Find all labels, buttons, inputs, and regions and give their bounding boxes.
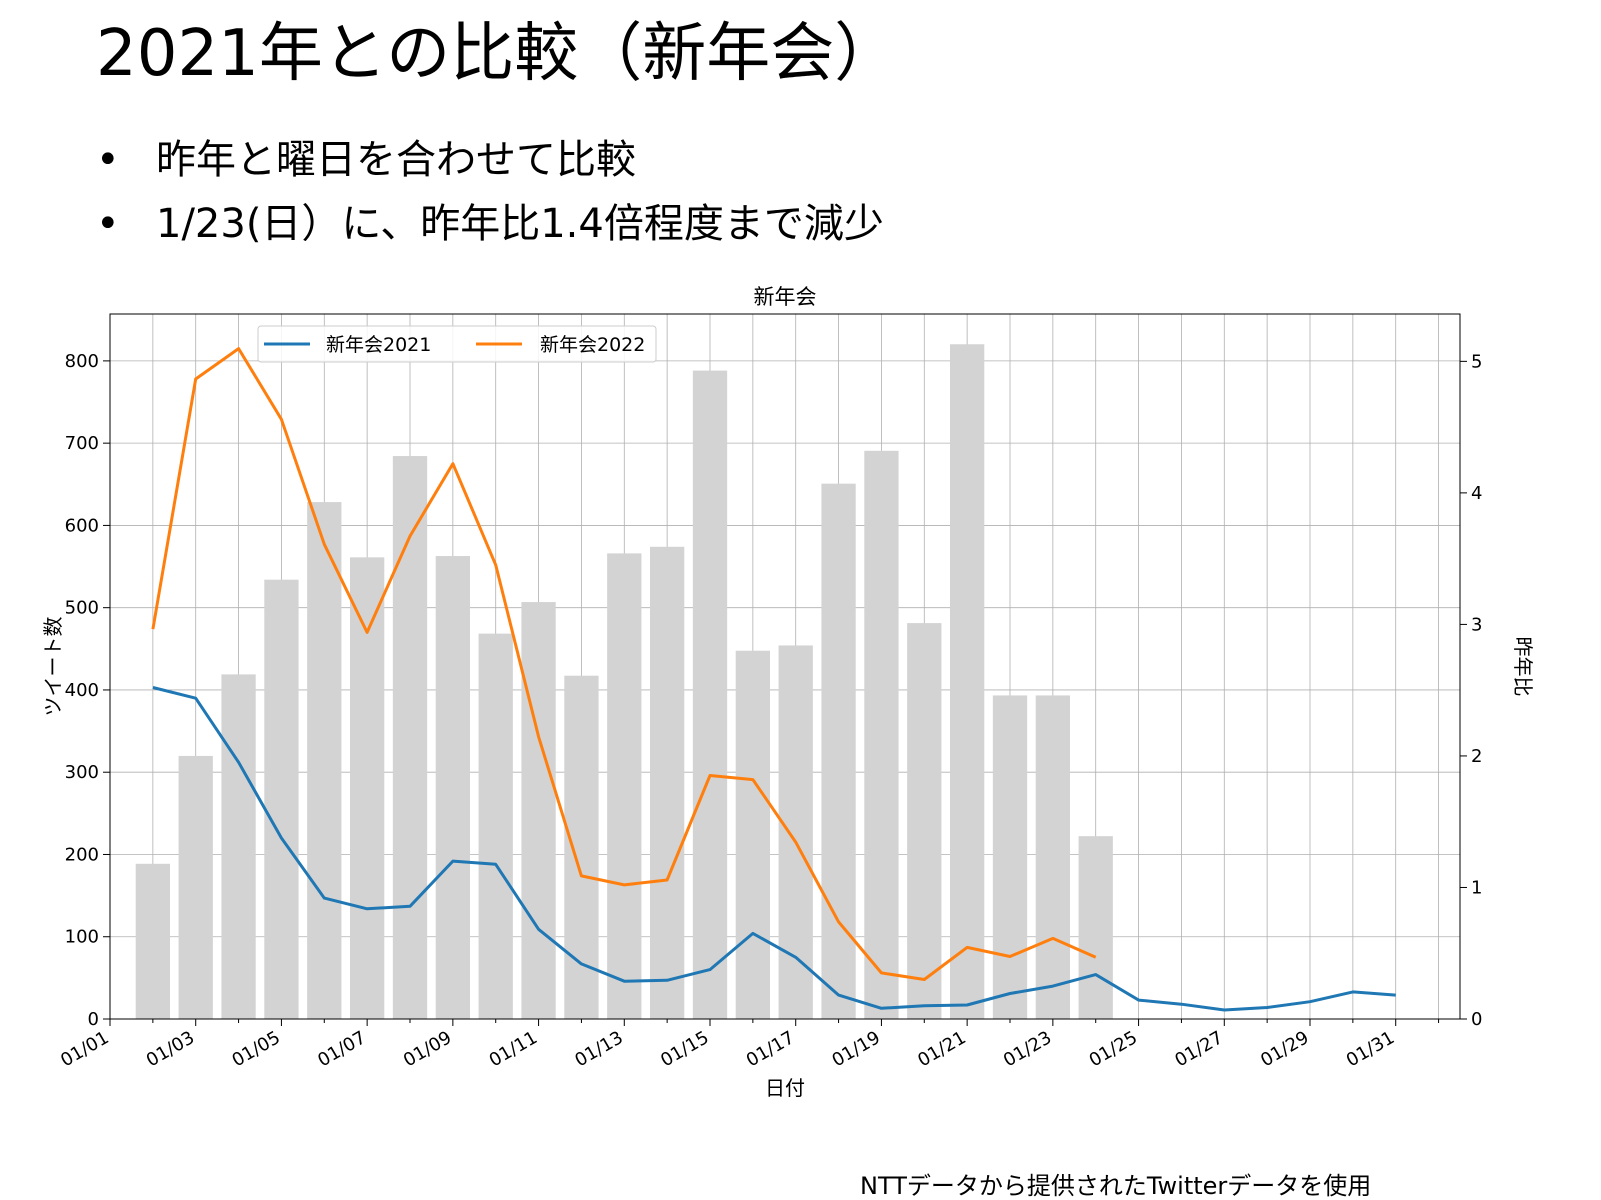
ratio-bar	[478, 633, 513, 1019]
y-tick-label: 400	[65, 680, 99, 701]
ratio-bar	[692, 370, 728, 1019]
bars	[135, 344, 1113, 1020]
y-right-tick-label: 3	[1471, 614, 1482, 635]
y-tick-label: 600	[65, 515, 99, 536]
ratio-bar	[950, 344, 985, 1020]
bullet-dot: •	[96, 201, 120, 247]
bullet-text: 昨年と曜日を合わせて比較	[156, 137, 636, 183]
ratio-bar	[392, 456, 428, 1019]
x-tick-label: 01/11	[486, 1027, 541, 1071]
ratio-bar	[307, 502, 342, 1019]
x-tick-label: 01/21	[914, 1027, 969, 1071]
x-tick-label: 01/17	[743, 1027, 798, 1071]
y-right-tick-label: 2	[1471, 746, 1482, 767]
y-right-tick-label: 0	[1471, 1009, 1482, 1030]
y-tick-label: 0	[88, 1009, 99, 1030]
y-tick-label: 800	[65, 351, 99, 372]
ratio-bar	[992, 695, 1028, 1019]
x-tick-label: 01/25	[1086, 1027, 1141, 1071]
y-right-tick-label: 4	[1471, 483, 1482, 504]
ratio-bar	[821, 483, 856, 1019]
bullet-item: • 1/23(日）に、昨年比1.4倍程度まで減少	[96, 192, 884, 256]
bullet-list: • 昨年と曜日を合わせて比較 • 1/23(日）に、昨年比1.4倍程度まで減少	[96, 128, 884, 256]
x-tick-label: 01/29	[1257, 1027, 1312, 1071]
ratio-bar	[135, 863, 170, 1019]
x-tick-label: 01/05	[229, 1027, 284, 1071]
x-tick-label: 01/15	[657, 1027, 712, 1071]
ratio-bar	[1035, 695, 1070, 1019]
series-line-2021	[152, 686, 1396, 1012]
x-tick-label: 01/19	[829, 1027, 884, 1071]
x-tick-label: 01/03	[143, 1027, 198, 1071]
ratio-bar	[650, 546, 685, 1019]
series-line-2022	[151, 347, 1097, 981]
legend-box	[257, 325, 657, 363]
chart-title: 新年会	[754, 285, 817, 309]
ratio-bar	[778, 645, 813, 1019]
x-tick-label: 01/31	[1343, 1027, 1398, 1071]
y-axis-right-label: 昨年比	[1511, 637, 1535, 697]
y-tick-label: 100	[65, 927, 99, 948]
plot-frame	[109, 313, 1461, 1020]
x-tick-label: 01/09	[400, 1027, 455, 1071]
y-axis-label: ツイート数	[41, 617, 65, 717]
chart: 0 100 200 300 400 500 600 700 800 0 1 2 3 4 5 01/01 01/0…	[41, 285, 1535, 1100]
x-tick-label: 01/23	[1000, 1027, 1055, 1071]
x-tick-label: 01/13	[571, 1027, 626, 1071]
ratio-bar	[735, 650, 770, 1019]
y-right-tick-label: 5	[1471, 351, 1482, 372]
ratio-bar	[564, 675, 599, 1019]
ratio-bar	[521, 602, 556, 1019]
ratio-bar	[350, 557, 385, 1019]
y-right-tick-label: 1	[1471, 877, 1482, 898]
ratio-bar	[607, 553, 642, 1019]
legend-label-2022: 新年会2022	[540, 334, 645, 356]
legend: 新年会2021 新年会2022	[257, 325, 657, 363]
y-tick-label: 200	[65, 844, 99, 865]
ratio-bar	[864, 450, 899, 1020]
x-tick-label: 01/27	[1171, 1027, 1226, 1071]
bullet-item: • 昨年と曜日を合わせて比較	[96, 128, 884, 192]
ratio-bar	[264, 579, 299, 1019]
x-tick-label: 01/07	[314, 1027, 369, 1071]
y-tick-label: 500	[65, 598, 99, 619]
ratio-bar	[907, 623, 942, 1019]
bullet-dot: •	[96, 137, 120, 183]
y-tick-label: 300	[65, 762, 99, 783]
footer-note: NTTデータから提供されたTwitterデータを使用	[860, 1172, 1372, 1200]
x-tick-label: 01/01	[57, 1027, 112, 1071]
ratio-bar	[1078, 836, 1113, 1019]
lines	[151, 347, 1396, 1012]
ratio-bar	[435, 556, 470, 1019]
ratio-bar	[178, 755, 213, 1019]
y-tick-label: 700	[65, 433, 99, 454]
ratio-bar	[221, 674, 256, 1019]
legend-label-2021: 新年会2021	[326, 334, 431, 356]
slide-title: 2021年との比較（新年会）	[96, 17, 899, 91]
bullet-text: 1/23(日）に、昨年比1.4倍程度まで減少	[156, 201, 884, 247]
x-axis-label: 日付	[765, 1076, 805, 1100]
